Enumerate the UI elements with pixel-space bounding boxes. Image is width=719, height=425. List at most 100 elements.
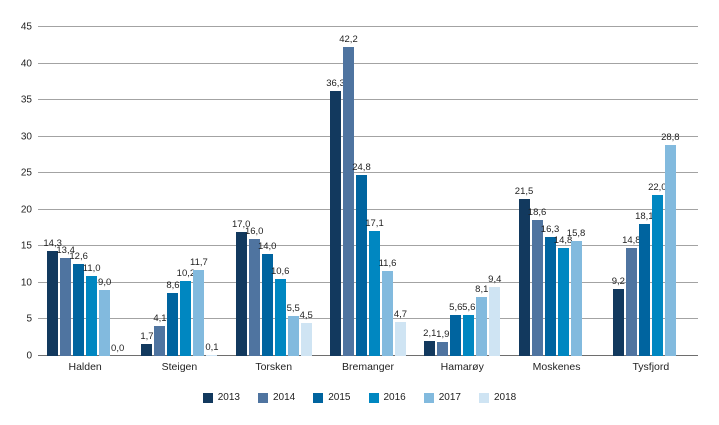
bar-slot: 14,8	[553, 27, 573, 356]
legend-swatch-icon	[202, 392, 213, 403]
bar-slot: 22,0	[648, 27, 667, 356]
bar-group-bremanger: 36,3 42,2 24,8 17,1 11,6 4,7	[321, 27, 415, 356]
bar-group-moskenes: 21,5 18,6 16,3 14,8 15,8	[509, 27, 603, 356]
bar-slot: 4,5	[300, 27, 313, 356]
bar-2013	[424, 340, 436, 356]
bar-value-label: 5,6	[449, 302, 463, 314]
bar-value-label: 5,5	[286, 302, 300, 314]
legend-label: 2018	[494, 392, 517, 403]
bar-group-torsken: 17,0 16,0 14,0 10,6 5,5 4,5	[227, 27, 321, 356]
legend-swatch-icon	[423, 392, 434, 403]
legend-item-2013: 2013	[202, 392, 240, 403]
bar-2016	[274, 278, 286, 356]
y-axis-tick-label: 10	[20, 277, 32, 289]
bar-slot: 1,7	[140, 27, 154, 356]
bar-value-label: 36,3	[326, 77, 345, 89]
bar-value-label: 2,1	[423, 327, 437, 339]
bar-value-label: 17,1	[365, 217, 384, 229]
bar-2016	[368, 230, 380, 356]
bar-slot: 12,6	[69, 27, 88, 356]
bar-2015	[261, 253, 273, 356]
bar-2016	[86, 275, 98, 356]
legend: 2013 2014 2015 2016 2017 2018	[0, 392, 719, 403]
bar-slot: 0,0	[111, 27, 124, 356]
bar-slot: 1,9	[436, 27, 449, 356]
bar-value-label: 8,1	[475, 283, 489, 295]
bar-2014	[437, 342, 449, 356]
bar-slot: 11,6	[378, 27, 397, 356]
bar-value-label: 10,2	[176, 268, 196, 280]
bar-group-halden: 14,3 13,4 12,6 11,0 9,0 0,0	[38, 27, 132, 356]
y-axis-tick-label: 0	[26, 350, 32, 362]
legend-label: 2014	[273, 392, 296, 403]
bar-value-label: 18,6	[527, 207, 547, 219]
bar-value-label: 42,2	[339, 34, 358, 46]
bar-value-label: 11,6	[378, 258, 397, 270]
bar-2013	[141, 343, 153, 356]
bar-slot: 14,8	[622, 27, 641, 356]
gridline	[38, 135, 698, 137]
bar-value-label: 24,8	[352, 161, 371, 173]
bar-value-label: 28,8	[661, 132, 680, 144]
bar-value-label: 14,8	[553, 234, 573, 246]
bar-value-label: 21,5	[514, 185, 534, 197]
gridline	[38, 208, 698, 210]
y-axis-tick-label: 45	[20, 21, 32, 33]
legend-label: 2013	[217, 392, 240, 403]
legend-swatch-icon	[313, 392, 324, 403]
bar-2015	[638, 223, 650, 356]
gridline	[38, 281, 698, 283]
bar-slot: 16,0	[244, 27, 264, 356]
bar-value-label: 12,6	[69, 250, 88, 262]
legend-swatch-icon	[368, 392, 379, 403]
bar-2018	[394, 321, 406, 356]
category-label-halden: Halden	[68, 361, 102, 373]
bar-value-label: 4,5	[299, 310, 313, 322]
bar-slot: 17,1	[365, 27, 384, 356]
bar-value-label: 0,1	[205, 342, 219, 354]
bar-value-label: 16,0	[244, 226, 264, 238]
plot-area: 0 5 10 15 20 25 30 35 40 45 14,3 13,4 12,6 11,0 9,0 0,0…	[21, 22, 698, 362]
bar-value-label: 0,0	[111, 343, 125, 354]
legend-swatch-icon	[479, 392, 489, 403]
bar-value-label: 16,3	[540, 223, 560, 235]
bar-2015	[355, 174, 367, 356]
bar-slot: 21,5	[514, 27, 534, 356]
bar-slot: 14,0	[258, 27, 276, 356]
bar-value-label: 5,6	[462, 302, 476, 314]
bar-slot: 42,2	[339, 27, 358, 356]
bar-2016	[557, 247, 569, 356]
legend-swatch-icon	[258, 392, 268, 403]
bar-value-label: 9,0	[98, 277, 112, 289]
bar-2014	[342, 47, 354, 356]
bar-2015	[167, 293, 179, 356]
bar-slot: 4,1	[153, 27, 167, 356]
y-axis-tick-label: 5	[26, 313, 32, 325]
bar-value-label: 1,7	[140, 330, 154, 342]
bar-2013	[235, 231, 247, 356]
bar-2015	[450, 315, 462, 356]
bar-groups: 14,3 13,4 12,6 11,0 9,0 0,0 1,7 4,1 8,6 10,2 11,7 0…	[38, 27, 698, 356]
bar-2016	[463, 315, 475, 356]
bar-2018	[300, 323, 312, 356]
bar-slot: 9,2	[612, 27, 625, 356]
x-axis-line	[38, 355, 698, 356]
legend-item-2016: 2016	[368, 392, 406, 403]
y-axis-tick-label: 20	[20, 204, 32, 216]
legend-item-2015: 2015	[313, 392, 351, 403]
bar-value-label: 8,6	[166, 280, 180, 292]
bar-slot: 16,3	[540, 27, 560, 356]
legend-label: 2017	[438, 392, 461, 403]
bar-slot: 10,2	[177, 27, 195, 356]
bar-2014	[531, 220, 543, 356]
bar-slot: 13,4	[56, 27, 75, 356]
bar-value-label: 15,8	[566, 227, 586, 239]
bar-slot	[583, 27, 596, 356]
bar-value-label: 11,0	[82, 262, 101, 274]
category-label-steigen: Steigen	[161, 361, 198, 373]
bar-2017	[287, 315, 299, 356]
bar-2017	[664, 145, 676, 356]
bar-2013	[612, 288, 624, 356]
bar-group-hamarøy: 2,1 1,9 5,6 5,6 8,1 9,4	[415, 27, 509, 356]
bar-2013	[329, 90, 341, 356]
